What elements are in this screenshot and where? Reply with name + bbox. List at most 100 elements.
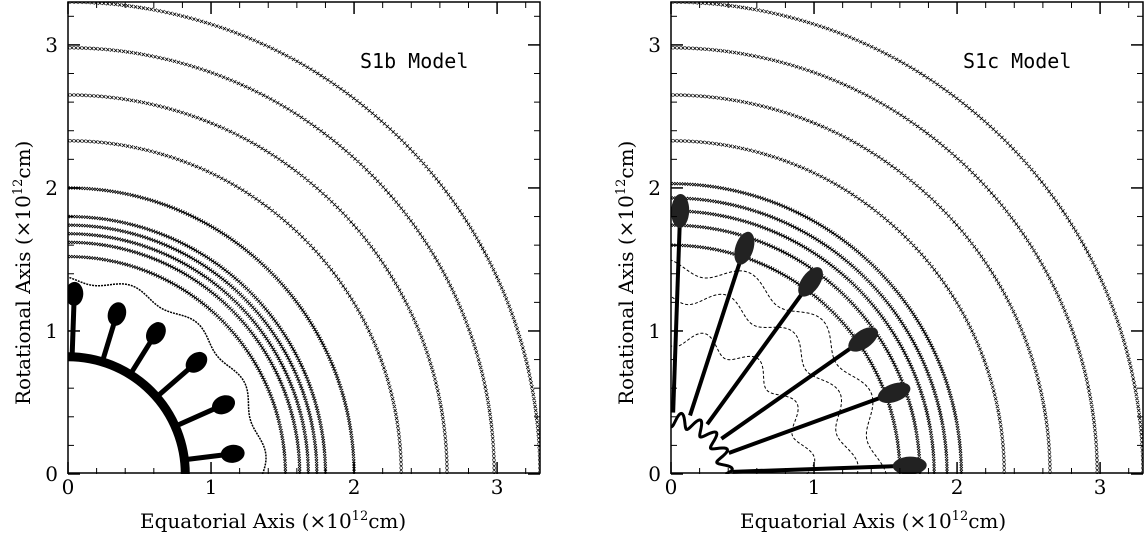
jet-1	[728, 382, 911, 455]
contour-markers-8	[671, 2, 1143, 474]
jet-head-2	[848, 327, 878, 352]
plot-area-s1b: 0 1 2 3 0 1 2 3	[45, 2, 540, 499]
plot-frame-s1b	[67, 1, 541, 474]
y-tick-label-2: 2	[648, 176, 661, 200]
y-tick-label-0: 0	[648, 462, 661, 486]
contour-2	[671, 208, 937, 474]
x-tick-label-3: 3	[491, 475, 504, 499]
jet-2	[720, 327, 878, 441]
contour-1	[68, 240, 302, 474]
x-axis-title-s1c: Equatorial Axis (×1012cm)	[740, 509, 1006, 533]
wavy-contour-2	[671, 259, 887, 474]
plume-head-2	[185, 351, 208, 373]
plume-5	[68, 281, 84, 357]
wavy-contour-1	[671, 293, 859, 474]
contour-markers-1	[68, 240, 302, 474]
plume-stem-5	[69, 296, 77, 357]
plume-head-4	[107, 302, 127, 326]
jet-head-1	[877, 382, 911, 404]
wavy-line-0	[671, 332, 816, 474]
core-ring	[68, 352, 190, 474]
contour-markers-2	[671, 208, 937, 474]
panel-s1b: 0 1 2 3 0 1 2 3 S1b Model Equatorial Axis (×101…	[11, 1, 541, 533]
contour-3	[68, 223, 319, 474]
plume-2	[154, 351, 208, 399]
contour-markers-7	[671, 45, 1100, 474]
x-tick-label-2: 2	[951, 475, 964, 499]
x-tick-label-1: 1	[808, 475, 821, 499]
contour-markers-2	[68, 231, 311, 474]
wavy-line-2	[671, 259, 887, 474]
contour-markers-6	[68, 138, 404, 474]
core-line	[671, 411, 734, 474]
contour-3	[671, 196, 949, 474]
contour-markers-5	[671, 138, 1007, 474]
y-tick-label-3: 3	[45, 33, 58, 57]
jet-4	[688, 231, 755, 417]
jet-head-3	[798, 267, 823, 297]
contour-0	[671, 243, 902, 474]
y-tick-label-1: 1	[648, 319, 661, 343]
plume-head-0	[220, 444, 245, 463]
panel-s1c: 0 1 2 3 0 1 2 3 S1c Model Equatorial Axis (×101…	[614, 1, 1144, 533]
contour-1	[671, 223, 922, 474]
jet-head-0	[892, 456, 927, 474]
plume-head-3	[145, 322, 166, 345]
plume-0	[184, 444, 245, 463]
contour-markers-5	[68, 186, 356, 474]
contour-markers-6	[671, 93, 1052, 474]
y-tick-label-0: 0	[45, 462, 58, 486]
plume-head-1	[211, 395, 236, 415]
panel-label-s1c: S1c Model	[963, 49, 1071, 73]
contour-markers-9	[68, 2, 540, 474]
contour-9	[68, 2, 540, 474]
contour-markers-0	[68, 254, 288, 474]
contour-markers-7	[68, 93, 449, 474]
jet-0	[732, 456, 927, 474]
jet-3	[705, 267, 823, 426]
contour-8	[671, 2, 1143, 474]
y-tick-label-1: 1	[45, 319, 58, 343]
plot-area-s1c: 0 1 2 3 0 1 2 3	[648, 2, 1143, 499]
contour-4	[68, 214, 328, 474]
jet-stem-4	[688, 253, 745, 417]
contour-5	[671, 138, 1007, 474]
contour-markers-4	[671, 181, 964, 474]
contour-markers-0	[671, 243, 902, 474]
core-boundary	[68, 352, 190, 474]
jet-5	[671, 193, 690, 413]
wavy-contour-0	[671, 332, 816, 474]
contour-markers-3	[68, 223, 319, 474]
contour-7	[68, 93, 449, 474]
jet-stem-0	[732, 463, 905, 474]
contour-2	[68, 231, 311, 474]
x-tick-label-2: 2	[348, 475, 361, 499]
y-tick-label-2: 2	[45, 176, 58, 200]
contour-markers-8	[68, 45, 497, 474]
contour-0	[68, 254, 288, 474]
x-tick-label-0: 0	[665, 475, 678, 499]
jet-stem-3	[705, 285, 809, 426]
x-tick-label-3: 3	[1094, 475, 1107, 499]
y-tick-label-3: 3	[648, 33, 661, 57]
contour-8	[68, 45, 497, 474]
wavy-line-1	[671, 293, 859, 474]
axes-0: 0 1 2 3 0 1 2 3	[45, 2, 540, 499]
x-axis-title-s1b: Equatorial Axis (×1012cm)	[140, 509, 406, 533]
contour-5	[68, 186, 356, 474]
axes-1: 0 1 2 3 0 1 2 3	[648, 2, 1143, 499]
plume-1	[174, 395, 236, 429]
contour-7	[671, 45, 1100, 474]
y-axis-title-s1b: Rotational Axis (×1012cm)	[11, 141, 35, 405]
plot-frame-s1c	[670, 1, 1144, 474]
y-axis-title-s1c: Rotational Axis (×1012cm)	[614, 141, 638, 405]
x-tick-label-0: 0	[62, 475, 75, 499]
contour-4	[671, 181, 964, 474]
plume-4	[99, 302, 127, 363]
contour-markers-4	[68, 214, 328, 474]
jet-stem-5	[671, 216, 682, 413]
panel-label-s1b: S1b Model	[360, 49, 468, 73]
contour-6	[671, 93, 1052, 474]
contour-6	[68, 138, 404, 474]
